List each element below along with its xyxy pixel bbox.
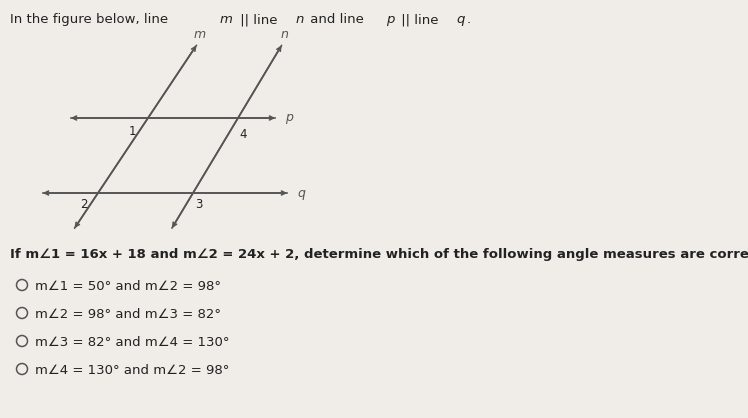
Text: n: n xyxy=(281,28,289,41)
Text: .: . xyxy=(467,13,471,26)
Text: m∠2 = 98° and m∠3 = 82°: m∠2 = 98° and m∠3 = 82° xyxy=(35,308,221,321)
Text: p: p xyxy=(386,13,394,26)
Text: || line: || line xyxy=(397,13,443,26)
Text: 3: 3 xyxy=(195,198,203,211)
Text: m∠1 = 50° and m∠2 = 98°: m∠1 = 50° and m∠2 = 98° xyxy=(35,280,221,293)
Text: q: q xyxy=(297,186,305,199)
Text: q: q xyxy=(456,13,465,26)
Text: In the figure below, line: In the figure below, line xyxy=(10,13,172,26)
Text: 1: 1 xyxy=(128,125,135,138)
Text: If m∠1 = 16x + 18 and m∠2 = 24x + 2, determine which of the following angle meas: If m∠1 = 16x + 18 and m∠2 = 24x + 2, det… xyxy=(10,248,748,261)
Text: 2: 2 xyxy=(80,198,88,211)
Text: 4: 4 xyxy=(239,128,247,141)
Text: n: n xyxy=(295,13,304,26)
Text: p: p xyxy=(285,112,293,125)
Text: || line: || line xyxy=(236,13,282,26)
Text: and line: and line xyxy=(306,13,368,26)
Text: m: m xyxy=(194,28,206,41)
Text: m∠4 = 130° and m∠2 = 98°: m∠4 = 130° and m∠2 = 98° xyxy=(35,364,230,377)
Text: m: m xyxy=(219,13,233,26)
Text: m∠3 = 82° and m∠4 = 130°: m∠3 = 82° and m∠4 = 130° xyxy=(35,336,230,349)
